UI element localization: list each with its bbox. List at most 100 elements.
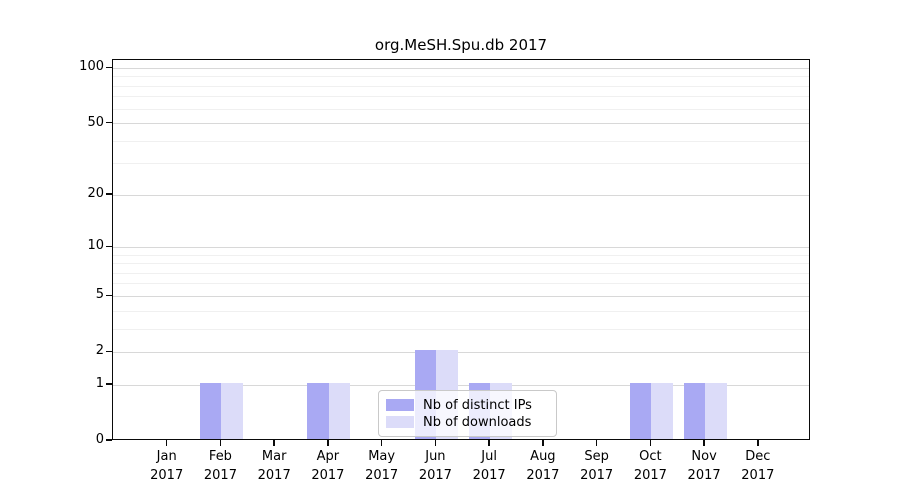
gridline-minor bbox=[113, 263, 809, 265]
x-tick-year: 2017 bbox=[472, 468, 506, 483]
x-tick-mark bbox=[434, 440, 437, 446]
x-tick-mark bbox=[488, 440, 490, 446]
x-tick-mark bbox=[757, 440, 759, 446]
y-tick-label-1: 1 bbox=[95, 376, 104, 392]
x-tick-label-may: May 2017 bbox=[354, 447, 410, 485]
y-tick-label-100: 100 bbox=[79, 59, 104, 75]
y-tick-mark bbox=[106, 350, 112, 353]
plot-area bbox=[112, 59, 810, 440]
x-tick-month: Jan bbox=[156, 449, 177, 464]
x-tick-year: 2017 bbox=[311, 468, 345, 483]
x-tick-month: Apr bbox=[316, 449, 340, 464]
x-tick-month: Jun bbox=[425, 449, 446, 464]
x-tick-month: Oct bbox=[639, 449, 662, 464]
bar-downloads-apr bbox=[328, 383, 351, 439]
gridline-minor bbox=[113, 140, 809, 142]
x-tick-label-dec: Dec 2017 bbox=[730, 447, 786, 485]
x-tick-month: Mar bbox=[261, 449, 287, 464]
legend-label: Nb of distinct IPs bbox=[423, 397, 532, 413]
bar-distinct-ips-feb bbox=[199, 383, 222, 439]
y-tick-label-10: 10 bbox=[87, 238, 104, 254]
x-tick-mark bbox=[327, 440, 329, 446]
legend-item-downloads: Nb of downloads bbox=[386, 414, 546, 430]
x-tick-mark bbox=[165, 440, 168, 446]
x-tick-label-feb: Feb 2017 bbox=[192, 447, 248, 485]
gridline-minor bbox=[113, 96, 809, 98]
x-tick-mark bbox=[595, 440, 598, 446]
gridline-minor bbox=[113, 310, 809, 312]
distinct-ips-swatch-icon bbox=[386, 399, 414, 411]
gridline-5 bbox=[113, 295, 809, 297]
gridline-100 bbox=[113, 67, 809, 69]
bar-distinct-ips-oct bbox=[629, 383, 652, 439]
x-tick-mark bbox=[703, 440, 705, 446]
gridline-10 bbox=[113, 246, 809, 248]
x-tick-label-mar: Mar 2017 bbox=[246, 447, 302, 485]
gridline-2 bbox=[113, 351, 809, 353]
x-tick-year: 2017 bbox=[150, 468, 184, 483]
x-tick-label-nov: Nov 2017 bbox=[676, 447, 732, 485]
x-tick-month: May bbox=[368, 449, 396, 464]
y-tick-label-5: 5 bbox=[95, 287, 104, 303]
x-tick-label-sep: Sep 2017 bbox=[569, 447, 625, 485]
gridline-minor bbox=[113, 272, 809, 274]
bar-downloads-feb bbox=[221, 383, 243, 439]
bar-distinct-ips-nov bbox=[683, 383, 706, 439]
x-tick-label-aug: Aug 2017 bbox=[515, 447, 571, 485]
chart-title: org.MeSH.Spu.db 2017 bbox=[374, 36, 548, 54]
x-tick-month: Aug bbox=[530, 449, 556, 464]
x-tick-label-jun: Jun 2017 bbox=[407, 447, 463, 485]
gridline-minor bbox=[113, 76, 809, 78]
x-tick-month: Dec bbox=[745, 449, 771, 464]
x-tick-label-jul: Jul 2017 bbox=[461, 447, 517, 485]
legend-label: Nb of downloads bbox=[423, 414, 532, 430]
gridline-50 bbox=[113, 123, 809, 125]
x-tick-mark bbox=[542, 440, 544, 446]
y-tick-mark bbox=[106, 193, 112, 195]
y-tick-label-2: 2 bbox=[95, 343, 104, 359]
x-tick-year: 2017 bbox=[257, 468, 291, 483]
y-tick-mark bbox=[106, 294, 112, 297]
gridline-minor bbox=[113, 85, 809, 87]
gridline-minor bbox=[113, 254, 809, 256]
x-tick-label-jan: Jan 2017 bbox=[139, 447, 195, 485]
x-tick-month: Jul bbox=[481, 449, 497, 464]
x-tick-mark bbox=[219, 440, 222, 446]
x-tick-year: 2017 bbox=[633, 468, 667, 483]
y-tick-label-0: 0 bbox=[95, 432, 104, 447]
downloads-swatch-icon bbox=[386, 416, 414, 428]
x-tick-year: 2017 bbox=[365, 468, 399, 483]
y-tick-mark bbox=[106, 245, 112, 248]
y-tick-mark bbox=[106, 439, 112, 441]
y-tick-label-20: 20 bbox=[87, 186, 104, 202]
x-tick-label-oct: Oct 2017 bbox=[622, 447, 678, 485]
gridline-minor bbox=[113, 163, 809, 165]
x-tick-month: Feb bbox=[208, 449, 232, 464]
x-tick-label-apr: Apr 2017 bbox=[300, 447, 356, 485]
x-tick-month: Nov bbox=[691, 449, 717, 464]
x-tick-mark bbox=[380, 440, 383, 446]
y-tick-mark bbox=[106, 121, 112, 124]
gridline-20 bbox=[113, 194, 809, 196]
x-tick-year: 2017 bbox=[526, 468, 560, 483]
x-tick-year: 2017 bbox=[687, 468, 721, 483]
x-tick-mark bbox=[273, 440, 275, 446]
x-tick-year: 2017 bbox=[203, 468, 237, 483]
y-tick-mark bbox=[106, 383, 112, 385]
gridline-minor bbox=[113, 328, 809, 330]
x-tick-year: 2017 bbox=[580, 468, 614, 483]
x-tick-mark bbox=[649, 440, 652, 446]
bar-downloads-nov bbox=[705, 383, 727, 439]
legend-item-distinct-ips: Nb of distinct IPs bbox=[386, 397, 546, 413]
bar-downloads-oct bbox=[651, 383, 673, 439]
gridline-minor bbox=[113, 108, 809, 110]
gridline-minor bbox=[113, 283, 809, 285]
y-tick-label-50: 50 bbox=[87, 114, 104, 130]
legend: Nb of distinct IPs Nb of downloads bbox=[378, 390, 557, 437]
y-tick-mark bbox=[106, 66, 112, 69]
x-tick-year: 2017 bbox=[418, 468, 452, 483]
x-tick-month: Sep bbox=[584, 449, 609, 464]
x-tick-year: 2017 bbox=[741, 468, 775, 483]
bar-distinct-ips-apr bbox=[307, 383, 329, 439]
